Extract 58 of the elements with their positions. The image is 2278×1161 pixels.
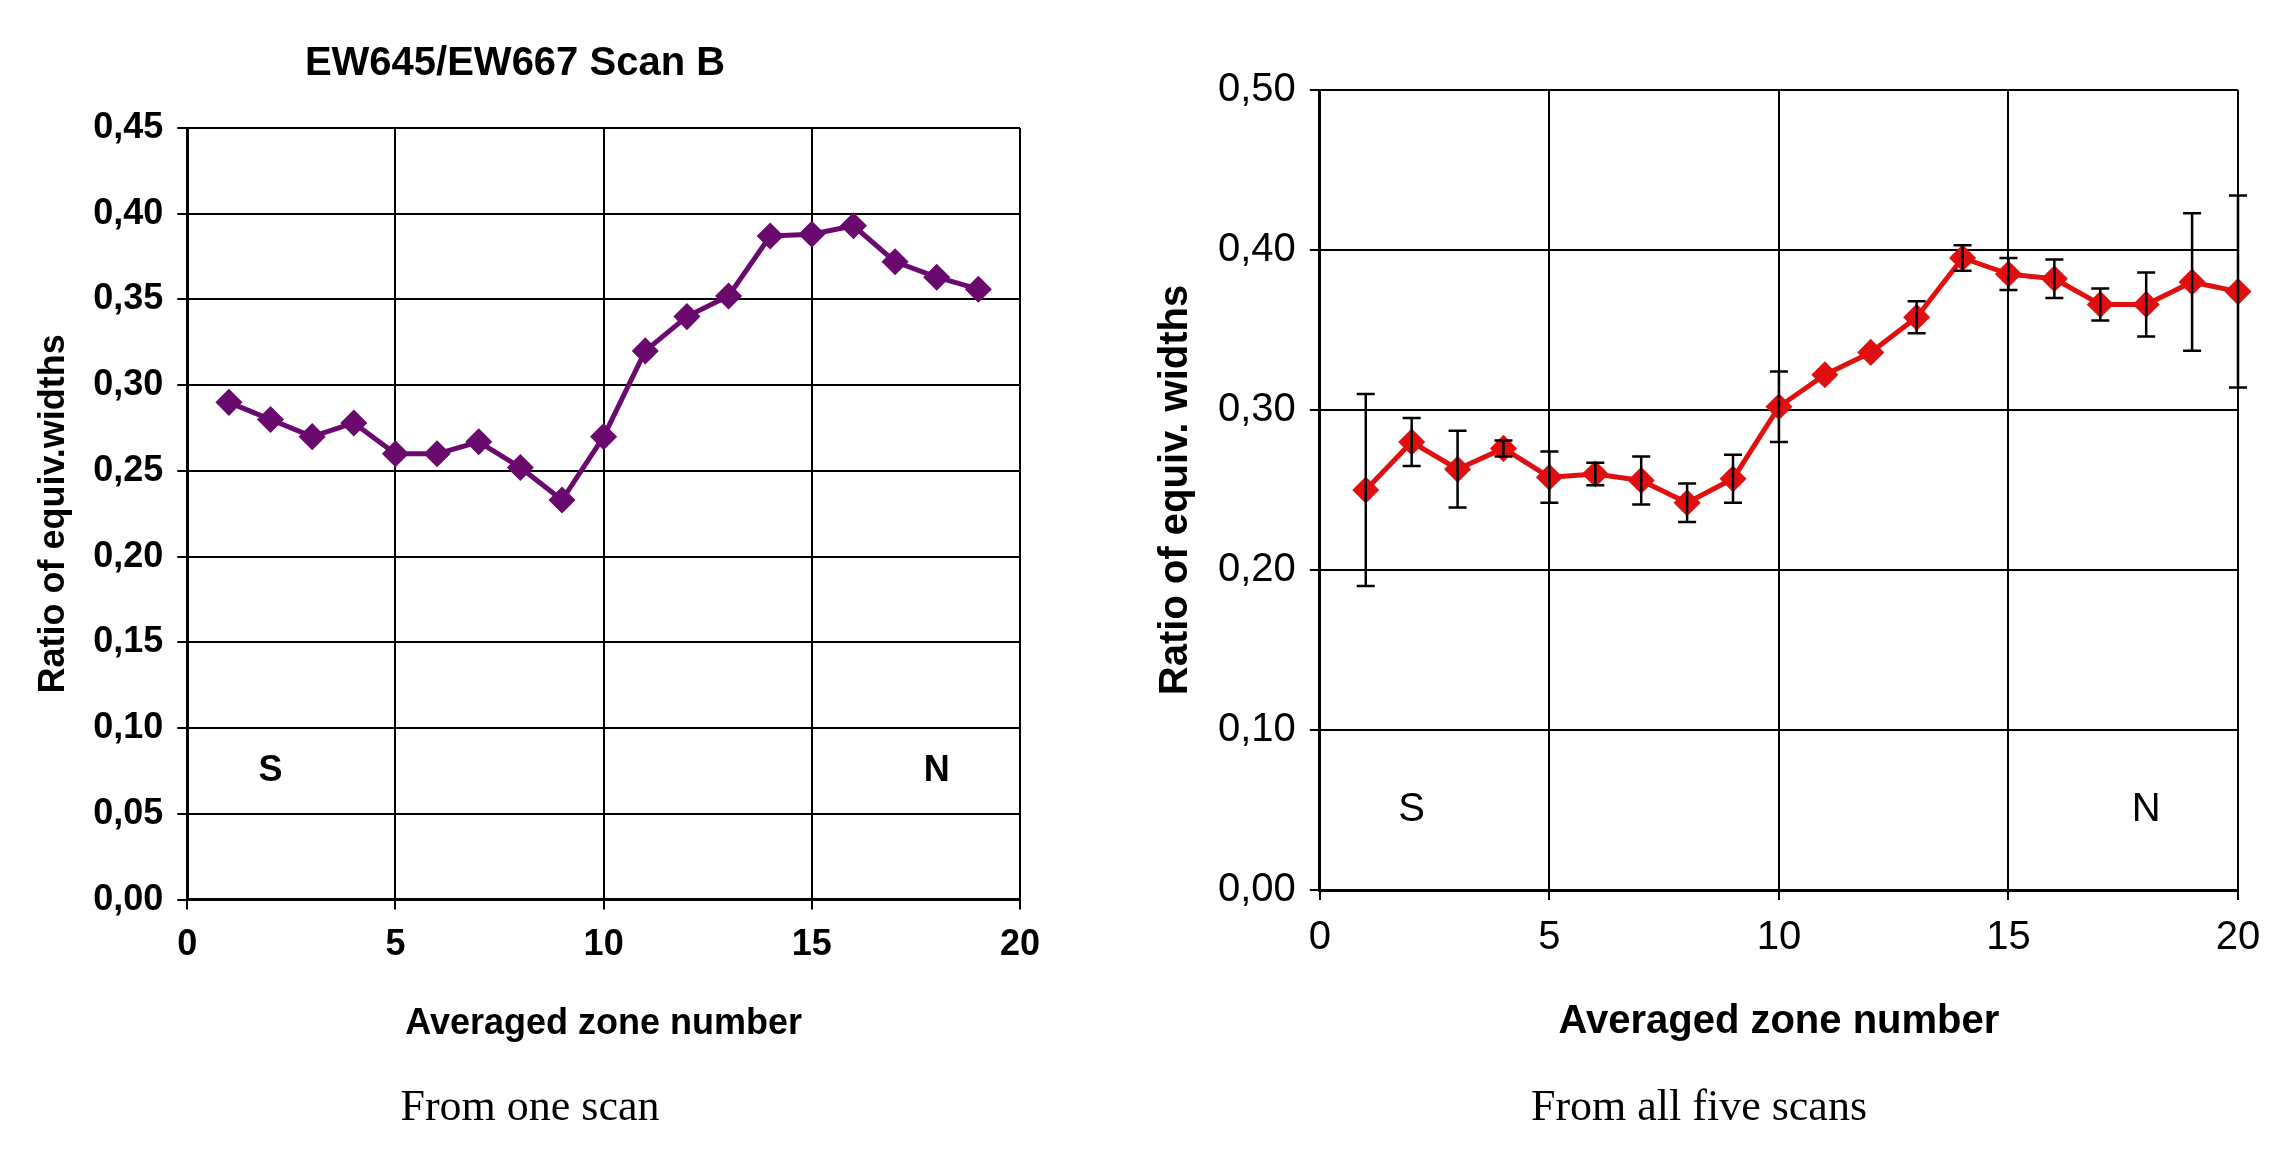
x-tick-label: 20 xyxy=(999,922,1041,964)
point xyxy=(299,424,325,450)
point xyxy=(882,249,908,275)
point xyxy=(924,264,950,290)
point xyxy=(507,455,533,480)
y-tick-label: 0,45 xyxy=(93,104,164,146)
point xyxy=(632,338,658,364)
text: From all five scans xyxy=(1529,1080,1868,1131)
y-axis-title: Ratio of equiv. widths xyxy=(1151,284,1196,696)
annotation: S xyxy=(258,747,283,789)
y-tick-label: 0,35 xyxy=(93,276,164,318)
x-tick-label: 0 xyxy=(177,922,198,964)
y-tick-label: 0,30 xyxy=(93,362,164,404)
point xyxy=(799,221,825,247)
point xyxy=(549,487,575,513)
y-tick-label: 0,30 xyxy=(1217,385,1296,430)
point xyxy=(466,429,492,455)
x-tick-label: 5 xyxy=(1538,913,1561,958)
text: From one scan xyxy=(399,1080,661,1131)
y-tick-label: 0,20 xyxy=(1217,545,1296,590)
point xyxy=(1858,339,1884,365)
y-axis-title: Ratio of equiv.widths xyxy=(30,334,72,694)
y-tick-label: 0,25 xyxy=(93,447,164,489)
y-tick-label: 0,10 xyxy=(1217,705,1296,750)
point xyxy=(424,441,450,467)
point xyxy=(716,283,742,309)
point xyxy=(840,213,866,239)
y-tick-label: 0,05 xyxy=(93,790,164,832)
y-tick-label: 0,40 xyxy=(93,190,164,232)
annotation: N xyxy=(923,747,950,789)
x-axis-title: Averaged zone number xyxy=(1558,997,2000,1042)
x-tick-label: 20 xyxy=(2215,913,2261,958)
x-tick-label: 5 xyxy=(385,922,406,964)
point xyxy=(591,424,617,450)
x-tick-label: 15 xyxy=(791,922,832,964)
y-tick-label: 0,00 xyxy=(93,876,164,918)
point xyxy=(382,441,408,467)
annotation: N xyxy=(2131,785,2161,830)
x-tick-label: 10 xyxy=(1756,913,1802,958)
x-tick-label: 15 xyxy=(1986,913,2031,958)
chart-title: EW645/EW667 Scan B xyxy=(304,39,726,84)
x-axis-title: Averaged zone number xyxy=(405,1001,803,1043)
point xyxy=(341,410,367,436)
y-tick-label: 0,20 xyxy=(93,533,164,575)
x-tick-label: 0 xyxy=(1308,913,1331,958)
y-tick-label: 0,10 xyxy=(93,705,164,747)
point xyxy=(258,406,284,432)
y-tick-label: 0,15 xyxy=(93,619,164,661)
point xyxy=(1812,362,1838,388)
point xyxy=(965,276,991,302)
point xyxy=(216,389,242,415)
y-tick-label: 0,40 xyxy=(1217,225,1296,270)
annotation: S xyxy=(1398,785,1426,830)
x-tick-label: 10 xyxy=(583,922,624,964)
point xyxy=(757,223,783,249)
y-tick-label: 0,00 xyxy=(1217,865,1296,910)
point xyxy=(674,304,700,330)
y-tick-label: 0,50 xyxy=(1217,65,1296,110)
